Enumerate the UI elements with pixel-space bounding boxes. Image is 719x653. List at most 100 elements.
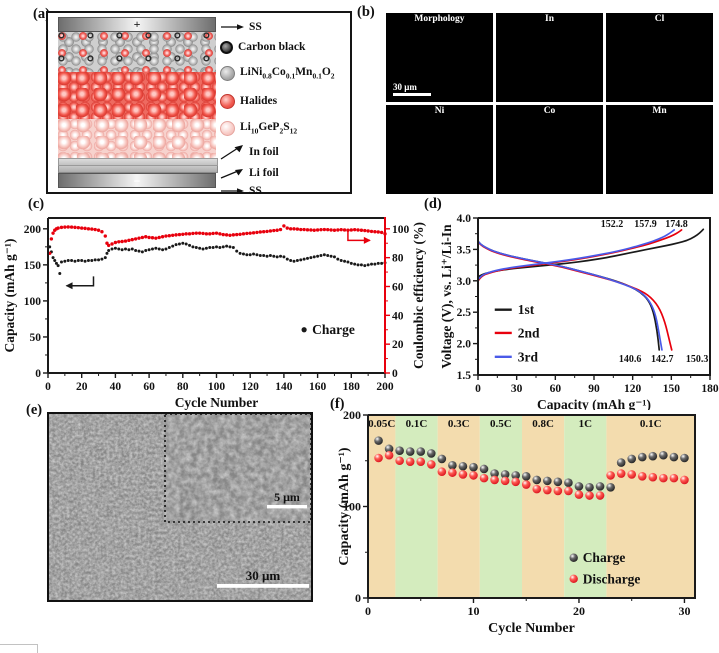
x-tick-label: 30 xyxy=(678,604,690,618)
cell-schematic-panel: + − SS Carbon black LiNi0.8Co0.1Mn0.1O2 … xyxy=(46,11,352,197)
cell-stack: + − xyxy=(58,17,218,188)
legend-entry-3rd: 3rd xyxy=(494,349,538,364)
legend-row-halides: Halides xyxy=(220,93,277,109)
right-y-tick-label: 60 xyxy=(392,281,404,293)
capacity-annotation: 150.3 xyxy=(686,354,709,365)
y-axis-title: Capacity (mAh g⁻¹) xyxy=(2,239,17,353)
x-tick-label: 10 xyxy=(467,604,479,618)
eds-tile-in: In xyxy=(496,13,603,102)
right-y-tick-label: 20 xyxy=(392,339,404,351)
capacity-annotation: 174.8 xyxy=(665,219,688,230)
capacity-annotation: 157.9 xyxy=(634,219,657,230)
x-axis-title: Cycle Number xyxy=(488,621,575,636)
right-arrow-icon xyxy=(221,24,244,30)
inset-scale-label: 5 μm xyxy=(274,490,300,504)
lgps-sphere-icon xyxy=(220,120,235,136)
panel-f-label: (f) xyxy=(330,396,345,412)
x-axis-title: Cycle Number xyxy=(175,395,259,410)
halide-sphere-icon xyxy=(220,93,235,109)
eds-tile-title: Co xyxy=(543,106,556,116)
x-tick-label: 90 xyxy=(588,383,600,395)
legend-label-halides: Halides xyxy=(240,95,278,107)
legend-entry-charge: Charge xyxy=(569,550,625,565)
x-tick-label: 30 xyxy=(511,383,523,395)
legend-label-ncm: LiNi0.8Co0.1Mn0.1O2 xyxy=(240,65,335,81)
x-tick-label: 180 xyxy=(701,383,719,395)
right-y-tick-label: 40 xyxy=(392,310,404,322)
in-foil-strip xyxy=(58,157,218,166)
carbon-black-sphere-icon xyxy=(220,40,233,54)
rate-label: 0.05C xyxy=(368,418,395,430)
x-tick-label: 20 xyxy=(573,604,585,618)
x-tick-label: 150 xyxy=(663,383,681,395)
x-tick-label: 80 xyxy=(177,381,189,393)
legend-entry-1st: 1st xyxy=(494,302,535,317)
legend-label-carbon: Carbon black xyxy=(238,41,306,53)
x-tick-label: 180 xyxy=(343,381,361,393)
x-tick-label: 140 xyxy=(275,381,293,393)
eds-tile-cl: Cl xyxy=(606,13,713,102)
page-corner-artifact xyxy=(0,644,38,653)
y-axis-title: Voltage (V), vs. Li⁺/Li-In xyxy=(440,224,454,369)
x-tick-label: 20 xyxy=(76,381,88,393)
y-tick-label: 3.5 xyxy=(457,244,472,256)
panel-b-label: (b) xyxy=(357,4,375,20)
x-tick-label: 120 xyxy=(624,383,642,395)
y-tick-label: 2.5 xyxy=(457,307,472,319)
slant-arrow-icon xyxy=(220,169,243,179)
capacity-annotation: 140.6 xyxy=(619,354,642,365)
eds-tile-ni: Ni xyxy=(386,105,493,194)
y-tick-label: 200 xyxy=(343,408,361,422)
eds-mapping-grid: Morphology 30 μm In Cl Ni Co Mn xyxy=(386,13,713,194)
rate-label: 0.8C xyxy=(532,418,554,430)
lgps-electrolyte-layer xyxy=(58,118,216,158)
legend-entry-charge: Charge xyxy=(301,322,355,337)
sem-border xyxy=(47,412,313,602)
y-tick-label: 200 xyxy=(24,224,42,236)
eds-tile-title: In xyxy=(545,14,554,24)
capacity-annotation: 152.2 xyxy=(601,219,624,230)
rate-band-0.5C xyxy=(479,415,523,598)
eds-tile-title: Cl xyxy=(654,14,665,24)
panel-c-label: (c) xyxy=(28,196,45,212)
rate-label: 1C xyxy=(579,418,593,430)
x-tick-label: 160 xyxy=(309,381,327,393)
li-foil-strip xyxy=(58,165,218,174)
legend-row-lgps: Li10GeP2S12 xyxy=(220,120,297,136)
y-tick-label: 3.0 xyxy=(457,276,472,288)
rate-band-0.3C xyxy=(437,415,480,598)
right-y-tick-label: 0 xyxy=(392,368,398,380)
y-tick-label: 150 xyxy=(24,260,42,272)
y-axis-title: Capacity (mAh g⁻¹) xyxy=(337,447,352,565)
legend-entry-discharge: Discharge xyxy=(569,571,640,586)
minus-sign: − xyxy=(133,173,141,188)
x-tick-label: 120 xyxy=(242,381,260,393)
axis-pointer-arrow xyxy=(66,276,95,287)
legend-row-li-foil: Li foil xyxy=(220,165,279,181)
legend-label-lgps: Li10GeP2S12 xyxy=(240,120,298,136)
ncm-sphere-icon xyxy=(220,65,235,81)
legend-label: Charge xyxy=(312,322,355,337)
series-3rd-discharge xyxy=(477,240,663,351)
y-tick-label: 0 xyxy=(35,368,41,380)
y-tick-label: 100 xyxy=(343,500,361,514)
y-tick-label: 100 xyxy=(24,296,42,308)
inset-scale-bar xyxy=(267,505,307,509)
rate-band-1C xyxy=(564,415,607,598)
legend-row-in-foil: In foil xyxy=(220,144,279,160)
legend-entry-2nd: 2nd xyxy=(494,325,540,340)
rate-label: 0.5C xyxy=(490,418,512,430)
bottom-current-collector: − xyxy=(58,173,216,188)
series-discharge xyxy=(374,450,689,500)
series-3rd-charge xyxy=(477,229,676,281)
legend-row-carbon: Carbon black xyxy=(220,39,305,55)
series-coulombic-efficiency xyxy=(47,224,387,256)
x-tick-label: 60 xyxy=(143,381,155,393)
panel-d-label: (d) xyxy=(424,196,442,212)
main-scale-bar xyxy=(217,584,309,588)
x-tick-label: 200 xyxy=(376,381,394,393)
series-charge xyxy=(374,436,689,492)
legend-row-ncm: LiNi0.8Co0.1Mn0.1O2 xyxy=(220,65,335,81)
rate-band-0.1C xyxy=(606,415,695,598)
